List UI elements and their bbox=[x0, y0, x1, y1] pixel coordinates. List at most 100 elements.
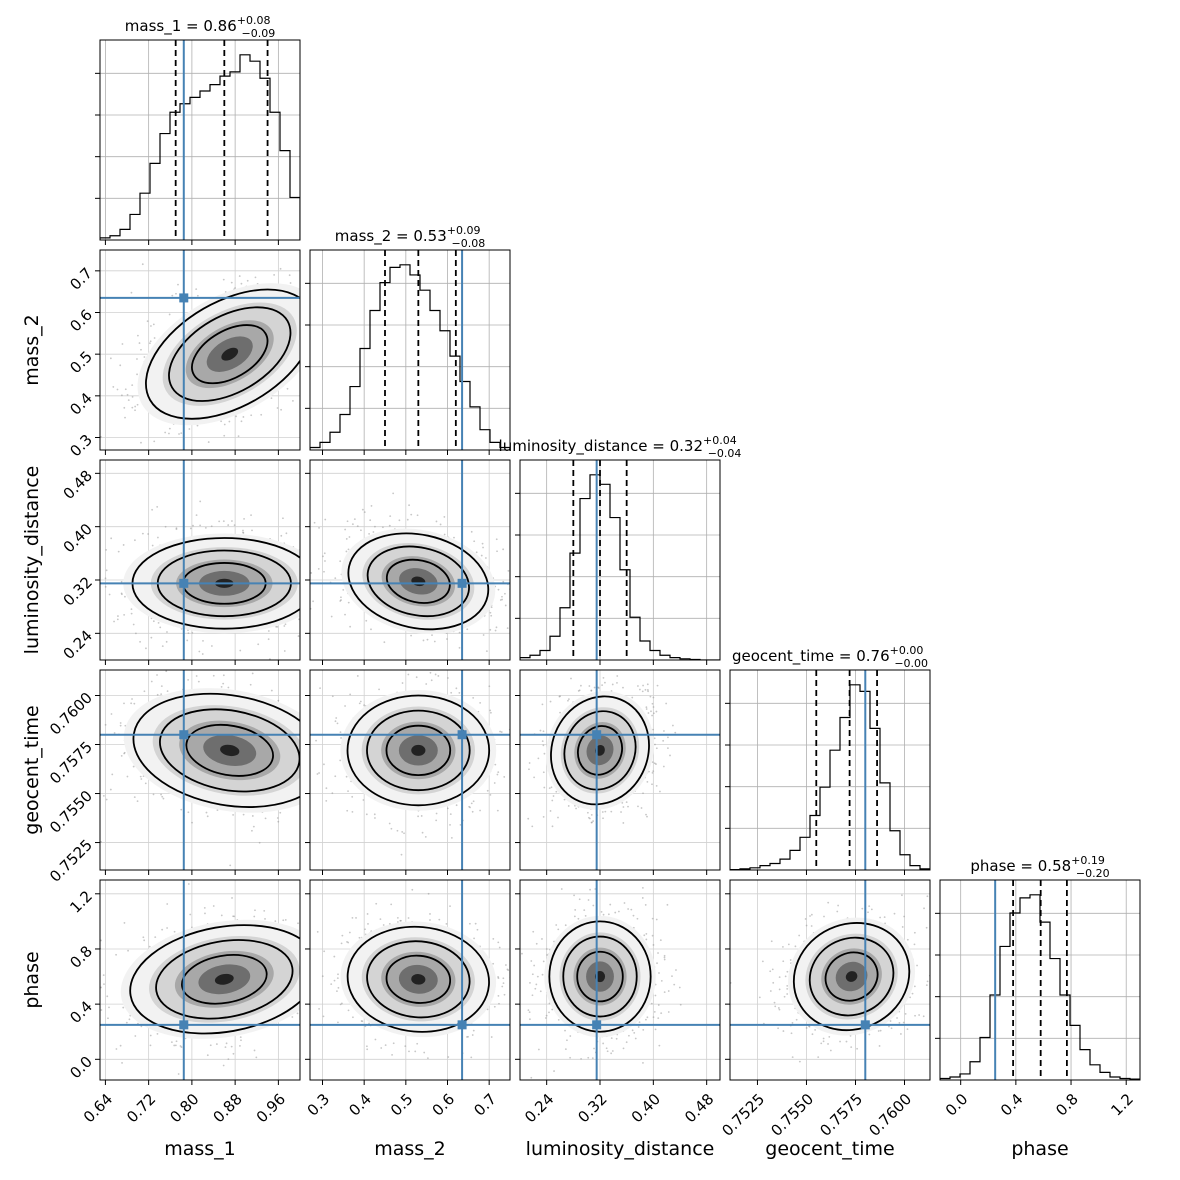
contour-line bbox=[168, 306, 292, 402]
sample-point bbox=[283, 650, 286, 652]
sample-point bbox=[264, 817, 267, 820]
sample-point bbox=[567, 698, 570, 701]
sample-point bbox=[140, 1025, 143, 1028]
sample-point bbox=[522, 602, 524, 604]
sample-point bbox=[166, 690, 169, 693]
sample-point bbox=[539, 729, 542, 732]
sample-point bbox=[108, 593, 111, 596]
sample-point bbox=[647, 712, 650, 714]
sample-point bbox=[472, 800, 475, 803]
sample-point bbox=[302, 356, 304, 358]
sample-point bbox=[374, 525, 376, 528]
sample-point bbox=[113, 620, 115, 623]
panel-title-mass_2: mass_2 = 0.53+0.09 −0.08 bbox=[335, 224, 485, 250]
sample-point bbox=[443, 533, 446, 536]
sample-point bbox=[410, 513, 413, 516]
sample-point bbox=[368, 532, 370, 535]
sample-point bbox=[506, 627, 509, 630]
sample-point bbox=[398, 519, 401, 522]
sample-point bbox=[153, 440, 156, 443]
sample-point bbox=[224, 1046, 227, 1049]
sample-point bbox=[178, 433, 180, 435]
sample-point bbox=[588, 685, 591, 687]
sample-point bbox=[531, 582, 533, 584]
title-main: geocent_time = 0.76 bbox=[732, 647, 890, 666]
sample-point bbox=[315, 739, 317, 742]
panel-phase-vs-mass_1: 0.64 0.72 0.80 0.88 0.960.00.40.81.2 bbox=[66, 879, 338, 1126]
sample-point bbox=[400, 853, 403, 856]
sample-point bbox=[497, 771, 500, 774]
sample-point bbox=[312, 549, 314, 551]
sample-point bbox=[513, 816, 515, 818]
sample-point bbox=[304, 803, 306, 805]
sample-point bbox=[307, 308, 309, 310]
sample-point bbox=[307, 572, 309, 574]
sample-point bbox=[203, 906, 206, 909]
sample-point bbox=[165, 670, 168, 673]
sample-point bbox=[312, 608, 314, 610]
sample-point bbox=[223, 423, 226, 426]
sample-point bbox=[337, 555, 339, 557]
sample-point bbox=[312, 777, 314, 779]
sample-point bbox=[201, 653, 204, 655]
sample-point bbox=[336, 928, 338, 930]
sample-point bbox=[151, 544, 154, 547]
sample-point bbox=[305, 295, 307, 297]
sample-point bbox=[306, 307, 308, 309]
sample-point bbox=[147, 533, 150, 535]
sample-point bbox=[167, 663, 169, 665]
sample-point bbox=[301, 755, 303, 757]
sample-point bbox=[302, 534, 304, 536]
sample-point bbox=[649, 695, 652, 698]
sample-point bbox=[494, 763, 497, 766]
sample-point bbox=[315, 770, 317, 772]
sample-point bbox=[316, 773, 319, 775]
sample-point bbox=[319, 351, 321, 353]
sample-point bbox=[365, 619, 368, 622]
sample-point bbox=[645, 708, 648, 710]
truth-marker bbox=[179, 730, 189, 740]
sample-point bbox=[306, 595, 308, 597]
sample-point bbox=[672, 724, 674, 727]
sample-point bbox=[537, 757, 540, 760]
sample-point bbox=[231, 520, 233, 522]
sample-point bbox=[339, 600, 342, 602]
sample-point bbox=[105, 569, 108, 572]
sample-point bbox=[189, 913, 192, 916]
sample-point bbox=[152, 793, 155, 796]
sample-point bbox=[655, 784, 658, 787]
sample-point bbox=[160, 793, 162, 796]
sample-point bbox=[338, 603, 340, 605]
sample-point bbox=[243, 517, 245, 520]
sample-point bbox=[615, 663, 617, 665]
sample-point bbox=[297, 635, 300, 637]
sample-point bbox=[270, 397, 273, 400]
sample-point bbox=[188, 428, 191, 430]
panel-title-geocent_time: geocent_time = 0.76+0.00 −0.00 bbox=[732, 644, 928, 670]
title-minus: −0.09 bbox=[241, 27, 275, 40]
sample-point bbox=[293, 227, 295, 229]
sample-point bbox=[363, 704, 366, 707]
sample-point bbox=[324, 560, 326, 562]
sample-point bbox=[166, 903, 169, 905]
sample-point bbox=[301, 392, 303, 394]
sample-point bbox=[320, 336, 322, 338]
sample-point bbox=[279, 267, 282, 270]
sample-point bbox=[92, 552, 94, 554]
sample-point bbox=[450, 836, 453, 839]
sample-point bbox=[543, 752, 546, 755]
sample-point bbox=[270, 689, 273, 692]
sample-point bbox=[123, 702, 125, 705]
sample-point bbox=[320, 781, 322, 783]
sample-point bbox=[133, 702, 136, 705]
sample-point bbox=[316, 587, 318, 589]
sample-point bbox=[577, 690, 580, 692]
sample-point bbox=[301, 747, 303, 749]
sample-point bbox=[317, 986, 319, 988]
sample-point bbox=[196, 294, 199, 297]
sample-point bbox=[140, 348, 142, 351]
sample-point bbox=[331, 695, 334, 698]
sample-point bbox=[220, 420, 223, 423]
sample-point bbox=[497, 588, 500, 591]
sample-point bbox=[539, 769, 541, 771]
